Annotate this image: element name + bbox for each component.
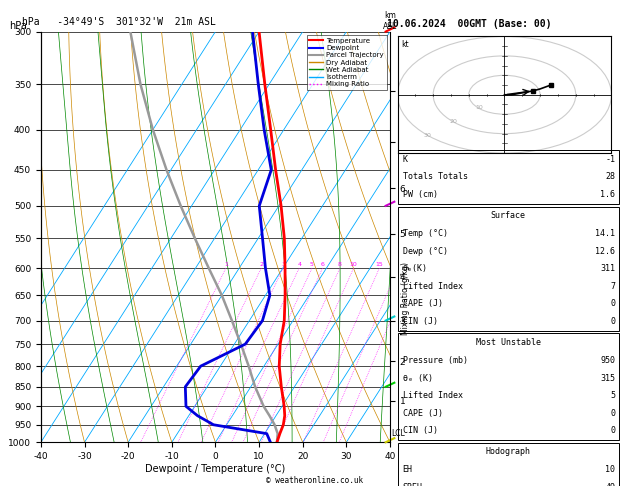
- Text: 10: 10: [605, 466, 615, 474]
- Text: CAPE (J): CAPE (J): [403, 409, 443, 417]
- Text: K: K: [403, 155, 408, 164]
- Text: 30: 30: [423, 133, 431, 138]
- Text: 28: 28: [605, 173, 615, 181]
- Text: 2: 2: [259, 262, 264, 267]
- Text: LCL: LCL: [392, 429, 406, 438]
- Text: SREH: SREH: [403, 483, 423, 486]
- Text: 5: 5: [310, 262, 314, 267]
- Text: 10: 10: [475, 105, 482, 110]
- Text: Temp (°C): Temp (°C): [403, 229, 448, 238]
- Text: 10: 10: [350, 262, 357, 267]
- Text: Totals Totals: Totals Totals: [403, 173, 467, 181]
- Text: 14.1: 14.1: [595, 229, 615, 238]
- Text: -1: -1: [605, 155, 615, 164]
- Text: 12.6: 12.6: [595, 247, 615, 256]
- Text: 1.6: 1.6: [600, 190, 615, 199]
- Legend: Temperature, Dewpoint, Parcel Trajectory, Dry Adiabat, Wet Adiabat, Isotherm, Mi: Temperature, Dewpoint, Parcel Trajectory…: [307, 35, 386, 90]
- Text: Hodograph: Hodograph: [486, 447, 531, 456]
- Text: 20: 20: [449, 119, 457, 124]
- Text: Mixing Ratio (g/kg): Mixing Ratio (g/kg): [401, 262, 410, 335]
- Text: © weatheronline.co.uk: © weatheronline.co.uk: [266, 476, 363, 485]
- Text: km
ASL: km ASL: [383, 11, 397, 31]
- Text: 25: 25: [409, 262, 417, 267]
- Text: 10.06.2024  00GMT (Base: 00): 10.06.2024 00GMT (Base: 00): [387, 19, 552, 30]
- Text: 49: 49: [605, 483, 615, 486]
- Text: kt: kt: [401, 40, 409, 50]
- Text: 20: 20: [394, 262, 402, 267]
- Text: 315: 315: [600, 374, 615, 382]
- Text: 7: 7: [610, 282, 615, 291]
- Text: Most Unstable: Most Unstable: [476, 338, 541, 347]
- Text: 4: 4: [297, 262, 301, 267]
- Text: 0: 0: [610, 317, 615, 326]
- Text: 1: 1: [224, 262, 228, 267]
- X-axis label: Dewpoint / Temperature (°C): Dewpoint / Temperature (°C): [145, 464, 286, 474]
- Text: CAPE (J): CAPE (J): [403, 299, 443, 308]
- Text: 5: 5: [610, 391, 615, 400]
- Text: 950: 950: [600, 356, 615, 365]
- Text: hPa: hPa: [9, 21, 27, 31]
- Text: 0: 0: [610, 409, 615, 417]
- Text: PW (cm): PW (cm): [403, 190, 438, 199]
- Text: EH: EH: [403, 466, 413, 474]
- Text: 15: 15: [376, 262, 383, 267]
- Text: θₑ (K): θₑ (K): [403, 374, 433, 382]
- Text: 8: 8: [338, 262, 342, 267]
- Text: Dewp (°C): Dewp (°C): [403, 247, 448, 256]
- Text: Lifted Index: Lifted Index: [403, 282, 462, 291]
- Text: 6: 6: [321, 262, 325, 267]
- Text: CIN (J): CIN (J): [403, 317, 438, 326]
- Text: θₑ(K): θₑ(K): [403, 264, 428, 273]
- Text: Lifted Index: Lifted Index: [403, 391, 462, 400]
- Text: 0: 0: [610, 299, 615, 308]
- Text: Pressure (mb): Pressure (mb): [403, 356, 467, 365]
- Text: 3: 3: [281, 262, 285, 267]
- Text: Surface: Surface: [491, 211, 526, 220]
- Text: CIN (J): CIN (J): [403, 426, 438, 435]
- Text: 311: 311: [600, 264, 615, 273]
- Text: 0: 0: [610, 426, 615, 435]
- Text: hPa   -34°49'S  301°32'W  21m ASL: hPa -34°49'S 301°32'W 21m ASL: [22, 17, 216, 27]
